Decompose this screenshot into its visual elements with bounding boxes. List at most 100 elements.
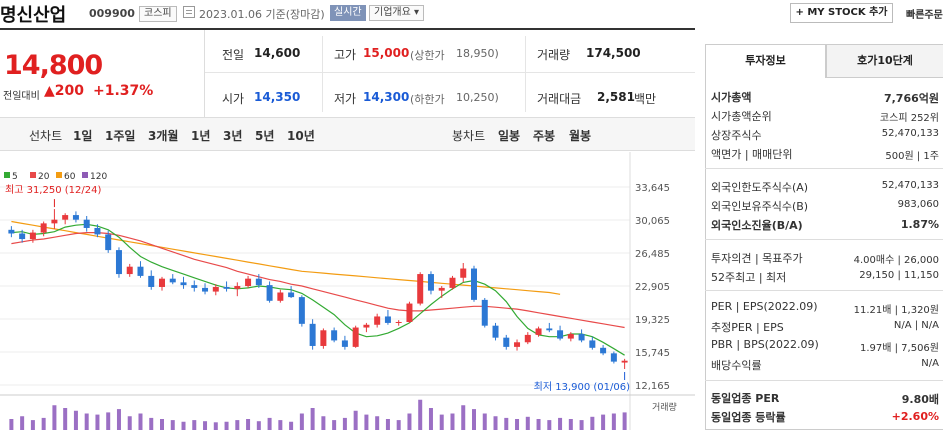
tab-investment-info[interactable]: 투자정보 [705, 44, 826, 78]
volume-bar [450, 413, 455, 430]
volume-bar [30, 420, 35, 430]
tab-1d[interactable]: 1일 [73, 129, 93, 143]
volume-bar [321, 416, 326, 430]
candle [245, 278, 252, 287]
info-value: N/A [921, 358, 939, 369]
info-value: 52,470,133 [881, 128, 939, 139]
volume-bar [289, 421, 294, 430]
candle [481, 299, 488, 326]
volume-bar [170, 420, 175, 430]
prev-label: 전일 [222, 48, 245, 62]
quick-order-link[interactable]: 빠른주문 [906, 10, 943, 21]
tab-3m[interactable]: 3개월 [148, 129, 179, 143]
stock-name: 명신산업 [0, 5, 67, 26]
candle [460, 268, 467, 278]
open-label: 시가 [222, 92, 245, 106]
upper-limit-value: 18,950) [456, 47, 499, 60]
volume-bar [590, 416, 595, 430]
info-label: PER | EPS(2022.09) [711, 300, 818, 313]
volume-bar [73, 410, 78, 430]
info-label: 시가총액순위 [711, 110, 772, 123]
info-divider [705, 290, 943, 291]
volume-label: 거래량 [652, 401, 677, 413]
amount-value: 2,581 [597, 90, 635, 104]
candle [503, 337, 510, 347]
candle [277, 292, 284, 301]
info-divider [705, 380, 943, 381]
volume-bar [493, 416, 498, 430]
candle [567, 333, 574, 339]
volume-bar [342, 417, 347, 430]
tab-weekly[interactable]: 주봉 [533, 129, 556, 143]
info-label: 추정PER | EPS [711, 321, 784, 334]
candle [309, 323, 316, 346]
volume-bar [461, 405, 466, 430]
lower-limit-value: 10,250) [456, 91, 499, 104]
add-mystock-button[interactable]: + MY STOCK 추가 [790, 3, 893, 23]
volume-bar [332, 420, 337, 430]
info-value: +2.60% [891, 410, 939, 423]
volume-bar [611, 413, 616, 430]
legend-swatch [30, 172, 36, 178]
tab-orderbook-10[interactable]: 호가10단계 [826, 44, 943, 78]
change-value: ▲200 [44, 83, 84, 99]
amount-label: 거래대금 [537, 92, 582, 106]
tab-monthly[interactable]: 월봉 [569, 129, 592, 143]
volume-bar [9, 419, 14, 430]
info-label: 외국인보유주식수(B) [711, 200, 809, 213]
candle [115, 250, 122, 275]
high-label: 고가 [334, 48, 357, 62]
candle [341, 340, 348, 347]
candle [417, 274, 424, 304]
realtime-badge[interactable]: 실시간 [330, 5, 366, 21]
volume-bar [536, 419, 541, 430]
summary-divider [205, 72, 695, 73]
legend-label: 5 [12, 172, 18, 182]
volume-bar [138, 413, 143, 430]
info-value: 9.80배 [901, 393, 939, 406]
candle [288, 292, 295, 298]
volume-bar [472, 409, 476, 430]
volume-bar [127, 416, 132, 430]
volume-bar [63, 408, 68, 430]
tab-1y[interactable]: 1년 [191, 129, 211, 143]
tab-1w[interactable]: 1주일 [105, 129, 136, 143]
volume-bar [95, 414, 100, 430]
candle [137, 266, 144, 276]
volume-bar [601, 414, 606, 430]
legend-swatch [82, 172, 88, 178]
volume-bar [568, 419, 573, 430]
stock-chart[interactable]: 33,645 30,065 26,485 22,905 19,325 15,745 12,1… [0, 152, 695, 430]
volume-bar [299, 413, 304, 430]
candle [126, 266, 133, 275]
max-price-label: 최고 31,250 (12/24) [5, 184, 101, 196]
volume-bar [558, 417, 563, 430]
volume-bar [622, 412, 627, 430]
candle [72, 215, 79, 220]
info-label: 외국인한도주식수(A) [711, 181, 809, 194]
high-value: 15,000 [363, 46, 410, 60]
open-value: 14,350 [254, 90, 301, 104]
candle [374, 316, 381, 325]
info-value: 29,150 | 11,150 [859, 270, 939, 281]
chart-tabs-bar [0, 117, 695, 151]
change-label: 전일대비 [3, 91, 40, 102]
tab-5y[interactable]: 5년 [255, 129, 275, 143]
tab-daily[interactable]: 일봉 [498, 129, 521, 143]
volume-bar [20, 416, 25, 430]
volume-bar [224, 421, 229, 430]
y-tick-label: 30,065 [635, 216, 670, 227]
candle [320, 330, 327, 346]
tab-10y[interactable]: 10년 [287, 129, 315, 143]
candle [546, 328, 553, 331]
info-value: 983,060 [897, 199, 939, 210]
low-value: 14,300 [363, 90, 410, 104]
info-value: 1.87% [900, 218, 939, 231]
volume-bar [116, 409, 121, 430]
company-info-dropdown[interactable]: 기업개요 ▾ [369, 5, 424, 21]
legend-swatch [56, 172, 62, 178]
candle [557, 330, 564, 339]
candle [19, 233, 26, 240]
candle [40, 223, 47, 233]
tab-3y[interactable]: 3년 [223, 129, 243, 143]
